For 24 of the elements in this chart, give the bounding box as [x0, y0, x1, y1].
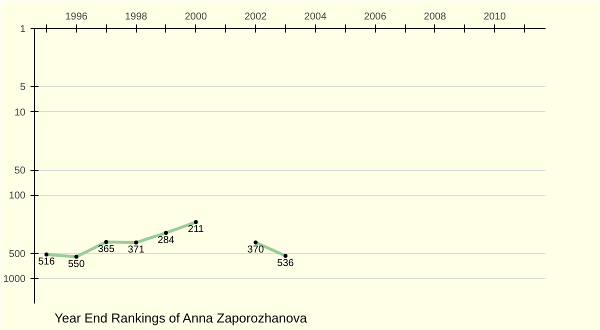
- y-tick-label: 5: [20, 82, 26, 94]
- x-tick-label: 2000: [184, 12, 208, 22]
- data-label: 550: [68, 258, 86, 270]
- x-tick-label: 2008: [424, 12, 446, 22]
- data-label: 536: [277, 258, 294, 269]
- y-tick-label: 10: [14, 107, 26, 118]
- x-tick-label: 1996: [65, 12, 88, 22]
- y-tick-label: 50: [14, 166, 26, 177]
- data-label: 516: [38, 256, 56, 268]
- data-label: 371: [128, 244, 145, 256]
- data-label: 365: [98, 244, 115, 255]
- data-label: 284: [158, 234, 175, 246]
- x-tick-label: 2010: [484, 12, 506, 22]
- x-tick-label: 2004: [304, 12, 327, 22]
- text: Year End Rankings of Anna Zaporozhanova: [54, 310, 308, 326]
- data-label: 370: [247, 244, 264, 256]
- y-tick-label: 1: [20, 24, 26, 35]
- y-tick-label: 100: [8, 190, 26, 202]
- y-tick-label: 1000: [3, 274, 26, 285]
- x-tick-label: 1998: [124, 12, 148, 22]
- y-tick-label: 500: [8, 248, 26, 260]
- x-tick-label: 2002: [244, 12, 268, 22]
- x-tick-label: 2006: [364, 12, 387, 22]
- data-label: 211: [188, 224, 204, 236]
